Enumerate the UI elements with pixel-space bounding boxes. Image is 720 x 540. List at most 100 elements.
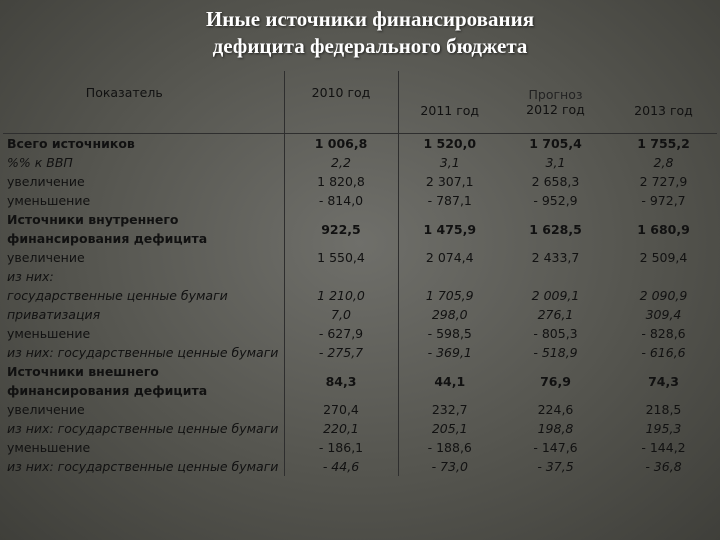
row-label: Источники внешнего финансирования дефици…: [7, 364, 208, 398]
row-value: 2 307,1: [397, 172, 501, 191]
row-label: из них: государственные ценные бумаги: [7, 421, 279, 436]
table-row: из них: государственные ценные бумаги - 4…: [3, 457, 717, 476]
row-value: - 188,6: [397, 438, 501, 457]
row-value: - 972,7: [641, 193, 686, 208]
table-row: Источники внутреннего финансирования деф…: [3, 210, 717, 248]
row-label: государственные ценные бумаги: [7, 288, 228, 303]
row-label: из них: государственные ценные бумаги: [7, 459, 279, 474]
row-value: 1 520,0: [397, 133, 501, 153]
table-row: Всего источников 1 006,8 1 520,0 1 705,4 1 7…: [3, 133, 717, 153]
table-row: увеличение 1 820,8 2 307,1 2 658,3 2 727,9: [3, 172, 717, 191]
row-label: %% к ВВП: [7, 155, 73, 170]
row-value: 74,3: [648, 373, 679, 389]
header-row: Показатель 2010 год 2011 год Прогноз 201…: [3, 71, 717, 134]
row-value: - 616,6: [641, 345, 686, 360]
header-2012: Прогноз 2012 год: [501, 71, 610, 134]
row-value: - 952,9: [533, 193, 578, 208]
row-label: из них: государственные ценные бумаги: [7, 345, 279, 360]
row-value: 2 433,7: [531, 250, 580, 265]
table-row: из них: государственные ценные бумаги 220…: [3, 419, 717, 438]
row-value: 232,7: [397, 400, 501, 419]
row-value: 220,1: [283, 419, 398, 438]
table-row: из них:: [3, 267, 717, 286]
row-label: Всего источников: [7, 136, 135, 151]
row-label: уменьшение: [7, 326, 91, 341]
table-row: приватизация 7,0 298,0 276,1 309,4: [3, 305, 717, 324]
row-label: уменьшение: [7, 193, 91, 208]
table-row: из них: государственные ценные бумаги - 2…: [3, 343, 717, 362]
row-label: Источники внутреннего финансирования деф…: [7, 212, 208, 246]
row-value: 1 705,9: [397, 286, 501, 305]
table-row: увеличение 1 550,4 2 074,4 2 433,7 2 509,4: [3, 248, 717, 267]
row-value: 76,9: [540, 373, 571, 389]
header-forecast: Прогноз: [528, 87, 583, 102]
table-row: государственные ценные бумаги 1 210,0 1 70…: [3, 286, 717, 305]
row-value: 2 658,3: [531, 174, 580, 189]
row-value: 1 475,9: [397, 210, 501, 248]
row-value: [501, 267, 610, 286]
row-value: 2 009,1: [531, 288, 580, 303]
row-value: - 369,1: [397, 343, 501, 362]
header-2013-label: 2013 год: [634, 102, 693, 118]
row-value: - 518,9: [533, 345, 578, 360]
row-value: 198,8: [537, 421, 574, 436]
row-value: - 186,1: [283, 438, 398, 457]
row-value: 205,1: [397, 419, 501, 438]
table-row: %% к ВВП 2,2 3,1 3,1 2,8: [3, 153, 717, 172]
row-value: 84,3: [283, 362, 398, 400]
row-value: - 627,9: [283, 324, 398, 343]
title-line-2: дефицита федерального бюджета: [212, 34, 528, 58]
row-value: 270,4: [283, 400, 398, 419]
row-value: 7,0: [283, 305, 398, 324]
row-value: [397, 267, 501, 286]
row-value: 218,5: [645, 402, 682, 417]
row-value: - 37,5: [537, 459, 574, 474]
row-label: увеличение: [7, 174, 85, 189]
row-value: 1 755,2: [637, 136, 690, 151]
row-value: - 598,5: [397, 324, 501, 343]
row-value: - 814,0: [283, 191, 398, 210]
header-2013: 2013 год: [610, 71, 717, 134]
row-value: 3,1: [545, 155, 566, 170]
table-row: уменьшение - 627,9- 598,5 - 805,3 - 828,6: [3, 324, 717, 343]
row-value: 2 090,9: [639, 288, 688, 303]
row-value: 922,5: [283, 210, 398, 248]
row-label: уменьшение: [7, 440, 91, 455]
table-row: уменьшение - 814,0- 787,1 - 952,9 - 972,7: [3, 191, 717, 210]
row-label: из них:: [7, 269, 54, 284]
row-value: 2,2: [283, 153, 398, 172]
row-value: - 828,6: [641, 326, 686, 341]
row-value: [610, 267, 717, 286]
table-row: уменьшение - 186,1- 188,6 - 147,6 - 144,2: [3, 438, 717, 457]
row-value: [283, 267, 398, 286]
row-value: 2 509,4: [639, 250, 688, 265]
row-value: 1 210,0: [283, 286, 398, 305]
row-value: - 275,7: [283, 343, 398, 362]
row-value: 2 727,9: [639, 174, 688, 189]
header-2011-label: 2011 год: [420, 102, 480, 118]
row-value: 1 820,8: [283, 172, 398, 191]
header-2011: 2011 год: [397, 71, 501, 134]
row-value: 195,3: [645, 421, 682, 436]
table-row: Источники внешнего финансирования дефици…: [3, 362, 717, 400]
row-value: 2 074,4: [397, 248, 501, 267]
row-value: - 147,6: [533, 440, 578, 455]
row-value: - 144,2: [641, 440, 686, 455]
row-value: 2,8: [653, 155, 674, 170]
slide-title: Иные источники финансирования дефицита ф…: [0, 6, 720, 60]
row-label: приватизация: [7, 307, 101, 322]
table-row: увеличение 270,4 232,7 224,6 218,5: [3, 400, 717, 419]
row-value: 224,6: [537, 402, 574, 417]
row-value: 1 550,4: [283, 248, 398, 267]
row-value: - 787,1: [397, 191, 501, 210]
header-2012-label: 2012 год: [526, 102, 585, 117]
row-value: 1 006,8: [283, 133, 398, 153]
row-label: увеличение: [7, 250, 85, 265]
row-value: - 73,0: [397, 457, 501, 476]
row-label: увеличение: [7, 402, 85, 417]
row-value: 1 628,5: [529, 221, 582, 237]
row-value: 1 680,9: [637, 221, 690, 237]
row-value: - 36,8: [645, 459, 682, 474]
financing-table: Показатель 2010 год 2011 год Прогноз 201…: [3, 71, 717, 476]
header-indicator: Показатель: [3, 71, 284, 134]
